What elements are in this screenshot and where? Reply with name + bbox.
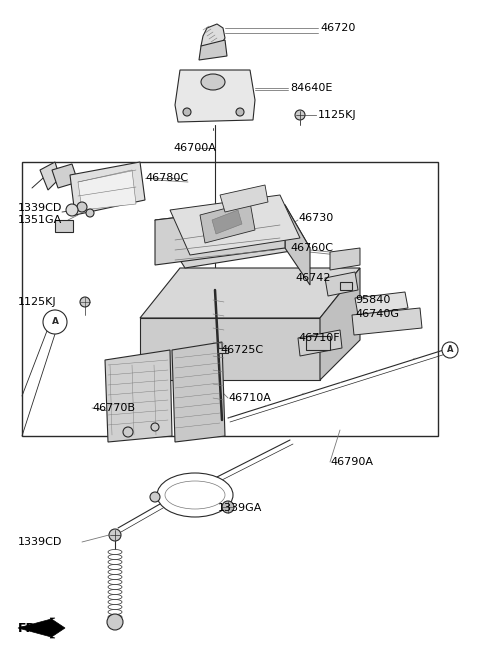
Ellipse shape — [108, 610, 122, 614]
Text: 1125KJ: 1125KJ — [18, 297, 57, 307]
Circle shape — [107, 614, 123, 630]
Polygon shape — [201, 24, 225, 50]
Text: 46780C: 46780C — [145, 173, 188, 183]
Polygon shape — [285, 205, 310, 285]
Polygon shape — [175, 70, 255, 122]
Circle shape — [109, 529, 121, 541]
Circle shape — [150, 492, 160, 502]
Text: 1125KJ: 1125KJ — [318, 110, 357, 120]
Polygon shape — [172, 342, 225, 442]
Polygon shape — [330, 248, 360, 270]
Polygon shape — [18, 618, 65, 638]
Ellipse shape — [108, 574, 122, 580]
Text: 46730: 46730 — [298, 213, 333, 223]
Ellipse shape — [108, 599, 122, 605]
Text: 1339CD: 1339CD — [18, 203, 62, 213]
Ellipse shape — [108, 595, 122, 599]
Circle shape — [222, 501, 234, 513]
Ellipse shape — [108, 550, 122, 555]
Polygon shape — [140, 268, 360, 318]
Text: 46700A: 46700A — [174, 143, 216, 153]
Polygon shape — [70, 162, 145, 215]
Text: 1339GA: 1339GA — [218, 503, 263, 513]
Polygon shape — [40, 162, 60, 190]
Ellipse shape — [108, 584, 122, 590]
Text: 46770B: 46770B — [92, 403, 135, 413]
Text: 46742: 46742 — [295, 273, 331, 283]
Ellipse shape — [108, 565, 122, 569]
Circle shape — [77, 202, 87, 212]
Ellipse shape — [108, 555, 122, 559]
Bar — [306, 336, 330, 350]
Polygon shape — [320, 268, 360, 380]
Bar — [340, 282, 352, 290]
Ellipse shape — [108, 614, 122, 620]
Text: 84640E: 84640E — [290, 83, 332, 93]
Text: 46720: 46720 — [320, 23, 355, 33]
Ellipse shape — [108, 605, 122, 610]
Ellipse shape — [108, 580, 122, 584]
Polygon shape — [199, 40, 227, 60]
Polygon shape — [78, 170, 136, 210]
Circle shape — [183, 108, 191, 116]
Ellipse shape — [201, 74, 225, 90]
Circle shape — [80, 297, 90, 307]
Circle shape — [151, 423, 159, 431]
Circle shape — [123, 427, 133, 437]
Ellipse shape — [157, 473, 233, 517]
Text: 46760C: 46760C — [290, 243, 333, 253]
Ellipse shape — [108, 569, 122, 574]
Polygon shape — [155, 205, 285, 265]
Polygon shape — [52, 164, 78, 188]
Text: 46725C: 46725C — [220, 345, 263, 355]
Polygon shape — [212, 210, 242, 234]
Polygon shape — [105, 350, 172, 442]
Circle shape — [442, 342, 458, 358]
Circle shape — [295, 110, 305, 120]
Polygon shape — [325, 272, 358, 296]
Bar — [55, 220, 73, 232]
Text: 46710A: 46710A — [228, 393, 271, 403]
Polygon shape — [298, 330, 342, 356]
Text: A: A — [447, 345, 453, 354]
Text: 46740G: 46740G — [355, 309, 399, 319]
Polygon shape — [155, 205, 310, 268]
Circle shape — [43, 310, 67, 334]
Ellipse shape — [165, 481, 225, 509]
Text: A: A — [51, 318, 59, 326]
Text: 1351GA: 1351GA — [18, 215, 62, 225]
Polygon shape — [140, 318, 320, 380]
Bar — [22, 162, 438, 436]
Ellipse shape — [108, 559, 122, 565]
Text: 1339CD: 1339CD — [18, 537, 62, 547]
Text: 46790A: 46790A — [330, 457, 373, 467]
Text: FR.: FR. — [18, 622, 41, 635]
Polygon shape — [220, 185, 268, 212]
Polygon shape — [170, 195, 300, 255]
Polygon shape — [355, 292, 408, 315]
Circle shape — [236, 108, 244, 116]
Circle shape — [66, 204, 78, 216]
Bar — [218, 348, 228, 353]
Polygon shape — [200, 202, 255, 243]
Ellipse shape — [108, 590, 122, 595]
Text: 46710F: 46710F — [298, 333, 340, 343]
Text: 95840: 95840 — [355, 295, 390, 305]
Polygon shape — [352, 308, 422, 335]
Circle shape — [86, 209, 94, 217]
